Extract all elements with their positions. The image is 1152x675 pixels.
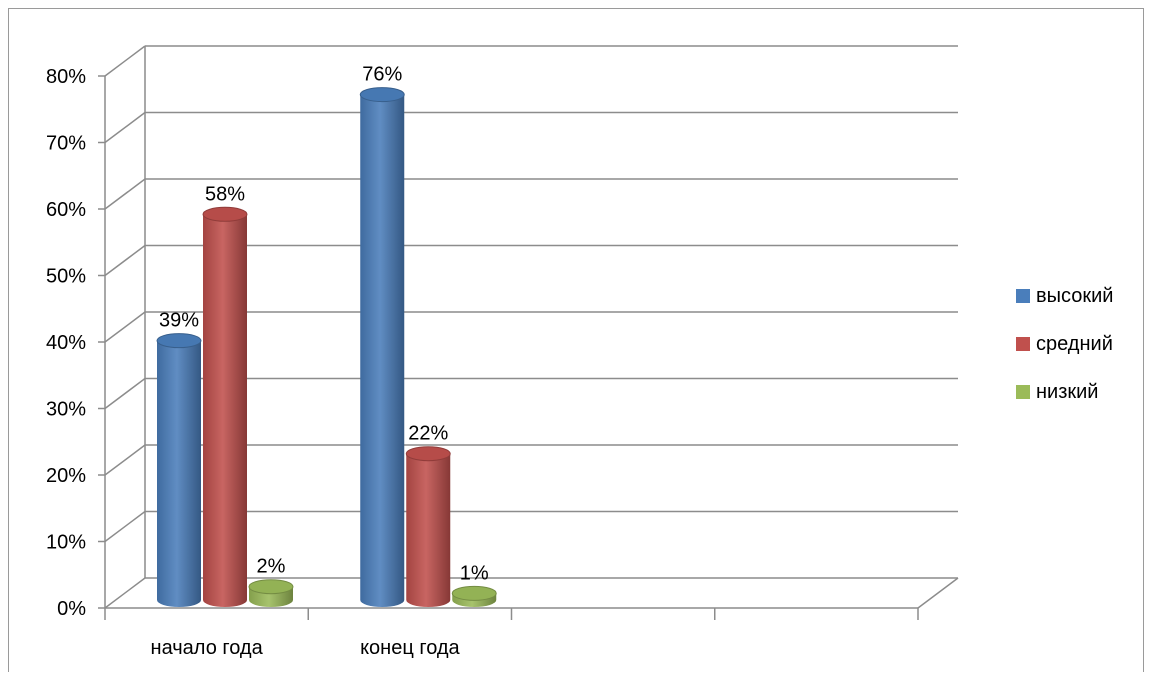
bar-body: [406, 453, 451, 607]
gridline-connector: [104, 577, 146, 609]
gridline-connector: [104, 178, 146, 210]
bar-top: [405, 446, 451, 462]
bars: [156, 87, 497, 608]
bar-top: [156, 333, 202, 349]
legend-swatch: [1016, 385, 1030, 399]
data-label: 1%: [460, 562, 489, 584]
legend-label: низкий: [1036, 381, 1098, 403]
y-tick-label: 40%: [46, 332, 86, 354]
gridline-connector: [104, 377, 146, 410]
y-tick-label: 30%: [46, 399, 86, 421]
chart-frame: [8, 8, 1144, 672]
gridline-connector: [104, 244, 146, 277]
legend-label: средний: [1036, 333, 1113, 355]
bar-body: [203, 214, 247, 608]
gridline-connector: [104, 444, 146, 476]
y-tick-label: 20%: [46, 465, 86, 487]
legend-swatch: [1016, 289, 1030, 303]
y-tick-label: 60%: [46, 199, 86, 221]
legend-swatch: [1016, 337, 1030, 351]
gridline-connector: [104, 311, 146, 343]
data-labels: 39% 58% 2% 76% 22% 1%: [159, 64, 489, 585]
gridline-connector: [104, 45, 146, 77]
floor-edge: [917, 577, 959, 609]
y-tick-label: 70%: [46, 133, 86, 155]
y-tick-label: 10%: [46, 532, 86, 554]
data-label: 58%: [205, 183, 245, 205]
bar-body: [360, 94, 405, 608]
data-label: 22%: [408, 423, 448, 445]
data-label: 39%: [159, 310, 199, 332]
axes: 0% 10% 20% 30% 40% 50% 60% 70% 80% начало года кон…: [46, 66, 959, 659]
data-label: 2%: [257, 556, 286, 578]
legend: высокий средний низкий: [1016, 285, 1113, 403]
legend-label: высокий: [1036, 285, 1113, 307]
bar-top: [451, 585, 497, 601]
y-tick-label: 0%: [57, 598, 86, 620]
bar-body: [157, 340, 201, 607]
y-tick-label: 80%: [46, 66, 86, 88]
x-category-label: конец года: [360, 637, 460, 659]
y-tick-label: 50%: [46, 266, 86, 288]
bar-top: [359, 87, 405, 103]
bar-top: [202, 206, 248, 222]
gridline-connector: [104, 510, 146, 543]
x-category-label: начало года: [151, 637, 264, 659]
grid: [104, 45, 958, 609]
bar-top: [248, 579, 294, 595]
gridline-connector: [104, 111, 146, 144]
data-label: 76%: [362, 64, 402, 86]
